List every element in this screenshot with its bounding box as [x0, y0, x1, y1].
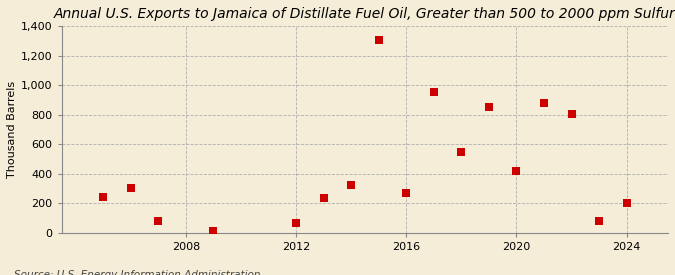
Text: Source: U.S. Energy Information Administration: Source: U.S. Energy Information Administ… [14, 271, 260, 275]
Point [456, 149, 467, 154]
Point [153, 219, 163, 223]
Point [373, 37, 384, 42]
Point [566, 112, 577, 116]
Title: Annual U.S. Exports to Jamaica of Distillate Fuel Oil, Greater than 500 to 2000 : Annual U.S. Exports to Jamaica of Distil… [54, 7, 675, 21]
Point [98, 195, 109, 199]
Point [429, 90, 439, 94]
Point [291, 221, 302, 225]
Point [511, 169, 522, 173]
Point [318, 196, 329, 200]
Point [126, 185, 136, 190]
Y-axis label: Thousand Barrels: Thousand Barrels [7, 81, 17, 178]
Point [539, 101, 549, 105]
Point [346, 183, 356, 188]
Point [401, 191, 412, 195]
Point [208, 229, 219, 233]
Point [621, 201, 632, 205]
Point [594, 219, 605, 223]
Point [483, 105, 494, 109]
